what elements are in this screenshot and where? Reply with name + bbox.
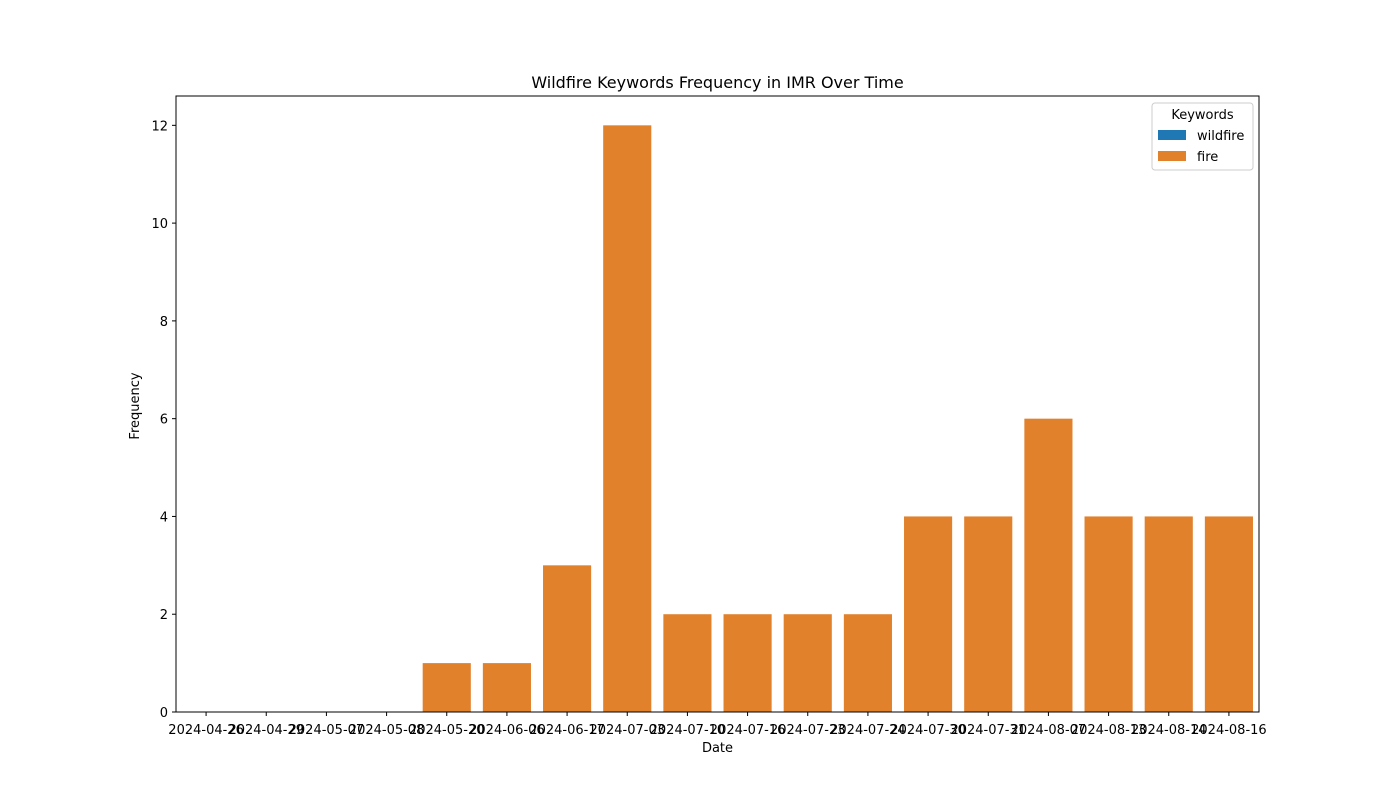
- x-tick-label: 2024-07-30: [890, 723, 966, 738]
- bar-fire-2024-08-14: [1144, 516, 1193, 712]
- bar-fire-2024-07-03: [603, 125, 652, 712]
- legend-label-wildfire: wildfire: [1197, 129, 1244, 144]
- x-tick-label: 2024-07-24: [830, 723, 906, 738]
- bar-fire-2024-08-13: [1084, 516, 1133, 712]
- y-tick-label: 4: [160, 510, 168, 525]
- y-tick-label: 6: [160, 413, 168, 428]
- x-tick-label: 2024-07-03: [589, 723, 665, 738]
- x-tick-label: 2024-05-20: [409, 723, 485, 738]
- legend: Keywords wildfire fire: [1151, 102, 1254, 171]
- x-tick-label: 2024-06-06: [469, 723, 545, 738]
- x-tick-label: 2024-07-16: [710, 723, 786, 738]
- bar-fire-2024-07-10: [663, 614, 712, 712]
- legend-title: Keywords: [1171, 108, 1234, 123]
- x-tick-label: 2024-05-07: [289, 723, 365, 738]
- x-tick-label: 2024-08-13: [1071, 723, 1147, 738]
- y-axis-label: Frequency: [128, 372, 143, 439]
- bar-fire-2024-07-30: [904, 516, 953, 712]
- x-tick-label: 2024-08-16: [1191, 723, 1267, 738]
- bars-group: [422, 125, 1253, 712]
- bar-fire-2024-06-06: [482, 663, 531, 712]
- y-tick-label: 0: [160, 706, 168, 721]
- x-axis-label: Date: [702, 741, 733, 756]
- x-tick-label: 2024-06-17: [529, 723, 605, 738]
- chart-title: Wildfire Keywords Frequency in IMR Over …: [531, 73, 903, 92]
- legend-swatch-fire: [1158, 151, 1186, 161]
- bar-fire-2024-07-16: [723, 614, 772, 712]
- y-tick-label: 10: [151, 217, 168, 232]
- bar-fire-2024-05-20: [422, 663, 471, 712]
- bar-fire-2024-08-16: [1204, 516, 1253, 712]
- plot-frame: [175, 95, 1260, 713]
- x-axis: 2024-04-262024-04-292024-05-072024-05-08…: [168, 712, 1267, 738]
- y-tick-label: 8: [160, 315, 168, 330]
- x-tick-label: 2024-07-31: [950, 723, 1026, 738]
- bar-fire-2024-07-23: [783, 614, 832, 712]
- x-tick-label: 2024-08-07: [1011, 723, 1087, 738]
- x-tick-label: 2024-04-29: [228, 723, 304, 738]
- bar-fire-2024-07-31: [964, 516, 1013, 712]
- legend-swatch-wildfire: [1158, 130, 1186, 140]
- bar-fire-2024-08-07: [1024, 418, 1073, 712]
- bar-fire-2024-07-24: [843, 614, 892, 712]
- x-tick-label: 2024-07-23: [770, 723, 846, 738]
- y-tick-label: 2: [160, 608, 168, 623]
- y-tick-label: 12: [151, 119, 168, 134]
- y-axis: 0 2 4 6 8 10 12: [151, 119, 176, 721]
- bar-fire-2024-06-17: [543, 565, 592, 712]
- x-tick-label: 2024-07-10: [650, 723, 726, 738]
- x-tick-label: 2024-05-08: [349, 723, 425, 738]
- x-tick-label: 2024-08-14: [1131, 723, 1207, 738]
- legend-label-fire: fire: [1197, 150, 1218, 165]
- x-tick-label: 2024-04-26: [168, 723, 244, 738]
